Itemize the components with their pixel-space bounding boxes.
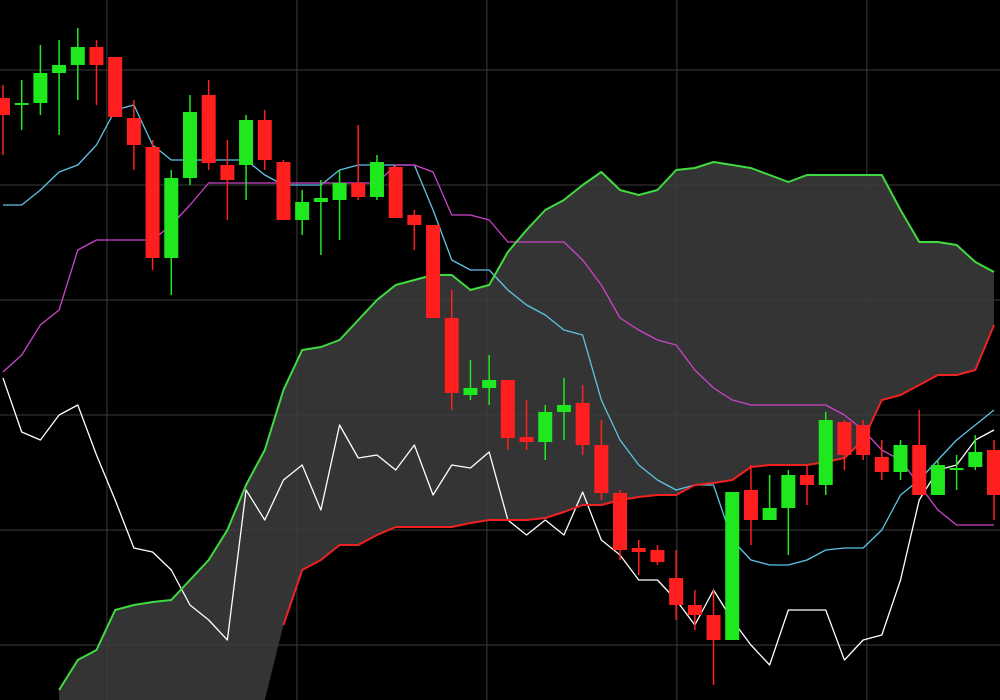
candle-body — [519, 437, 534, 442]
indicator-line — [2, 104, 995, 566]
candle-body — [89, 47, 104, 65]
candle-body — [949, 468, 964, 470]
candle-body — [426, 225, 441, 318]
candle-body — [351, 183, 366, 197]
candle-body — [108, 57, 123, 117]
candle-body — [781, 475, 796, 508]
candle-body — [482, 380, 497, 388]
candle-body — [762, 508, 777, 520]
candle-body — [743, 490, 758, 520]
candle-body — [930, 465, 945, 495]
candle-body — [912, 445, 927, 495]
candle-body — [613, 493, 628, 550]
candle-body — [706, 615, 721, 640]
candle-body — [987, 450, 1000, 495]
candle-body — [856, 425, 871, 455]
candle-body — [0, 98, 10, 115]
candle-body — [631, 548, 646, 552]
candle-body — [575, 403, 590, 445]
candle-body — [407, 215, 422, 225]
candle-body — [313, 198, 328, 202]
candle-body — [463, 388, 478, 395]
indicator-line — [2, 377, 995, 666]
candle-body — [893, 445, 908, 472]
candle-body — [33, 73, 48, 103]
candle-body — [14, 103, 29, 105]
candle-body — [70, 47, 85, 65]
candle-body — [874, 457, 889, 472]
candle-body — [276, 162, 291, 220]
candle-body — [556, 405, 571, 412]
candle-body — [650, 550, 665, 562]
candle-body — [538, 412, 553, 442]
candle-body — [594, 445, 609, 493]
candle-body — [837, 422, 852, 455]
indicator-line — [58, 161, 995, 691]
candle-body — [126, 118, 141, 145]
candle-body — [239, 120, 254, 165]
candle-body — [295, 202, 310, 220]
candle-body — [182, 112, 197, 178]
candle-body — [669, 578, 684, 605]
indicator-line — [282, 324, 995, 626]
candle-body — [201, 95, 216, 163]
candle-body — [818, 420, 833, 485]
candle-body — [332, 183, 347, 200]
candle-body — [687, 605, 702, 615]
candle-body — [257, 120, 272, 160]
candle-body — [145, 147, 160, 258]
candle-body — [52, 65, 67, 73]
candle-body — [220, 165, 235, 180]
candle-body — [968, 452, 983, 467]
candle-body — [444, 318, 459, 393]
candle-body — [388, 167, 403, 218]
candle-body — [800, 475, 815, 485]
candle-body — [500, 380, 515, 438]
candle-body — [369, 162, 384, 197]
candle-body — [725, 492, 740, 640]
candle-body — [164, 178, 179, 258]
